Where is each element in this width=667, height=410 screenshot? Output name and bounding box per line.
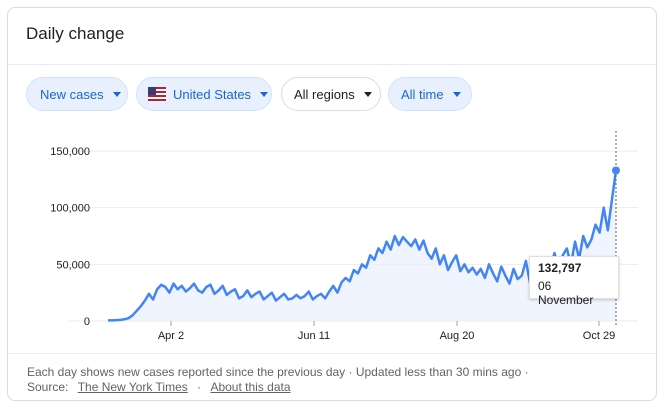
footer-separator: ·: [197, 380, 202, 394]
country-dropdown-label: United States: [173, 86, 252, 102]
footer-note: Each day shows new cases reported since …: [27, 365, 529, 379]
caret-down-icon: [260, 91, 269, 97]
period-dropdown[interactable]: All time: [388, 77, 472, 111]
region-dropdown-label: All regions: [294, 86, 355, 102]
source-link[interactable]: The New York Times: [77, 380, 188, 394]
tooltip-value: 132,797: [538, 261, 582, 275]
caret-down-icon: [363, 91, 372, 97]
caret-down-icon: [112, 91, 121, 97]
country-dropdown[interactable]: United States: [136, 77, 272, 111]
footer-divider: [8, 353, 656, 354]
y-tick-label: 100,000: [50, 203, 90, 215]
daily-cases-chart[interactable]: 150,000 100,000 50,000 0 Apr 2 Jun 11 Aug 20 Oc…: [8, 126, 658, 351]
card-title: Daily change: [26, 24, 125, 43]
us-flag-icon: [148, 87, 166, 101]
chart-tooltip: 132,797 06 November: [529, 256, 619, 307]
y-tick-label: 150,000: [50, 146, 90, 158]
footer-source: Source: The New York Times · About this …: [27, 380, 291, 394]
about-data-link[interactable]: About this data: [210, 380, 291, 394]
tooltip-date: 06 November: [538, 279, 594, 307]
region-dropdown[interactable]: All regions: [281, 77, 381, 111]
caret-down-icon: [452, 91, 461, 97]
source-label: Source:: [27, 380, 69, 394]
x-tick-label: Apr 2: [158, 330, 184, 342]
x-tick-label: Oct 29: [583, 330, 615, 342]
y-tick-label: 0: [84, 316, 90, 328]
metric-dropdown[interactable]: New cases: [26, 77, 128, 111]
x-tick-label: Aug 20: [440, 330, 475, 342]
period-dropdown-label: All time: [401, 86, 444, 102]
y-tick-label: 50,000: [56, 259, 90, 271]
metric-dropdown-label: New cases: [40, 86, 104, 102]
x-tick-label: Jun 11: [298, 330, 330, 342]
area-fill: [108, 170, 616, 321]
data-point: [612, 166, 620, 175]
daily-change-card: Daily change New cases United States All…: [7, 7, 657, 401]
header-divider: [8, 64, 656, 65]
